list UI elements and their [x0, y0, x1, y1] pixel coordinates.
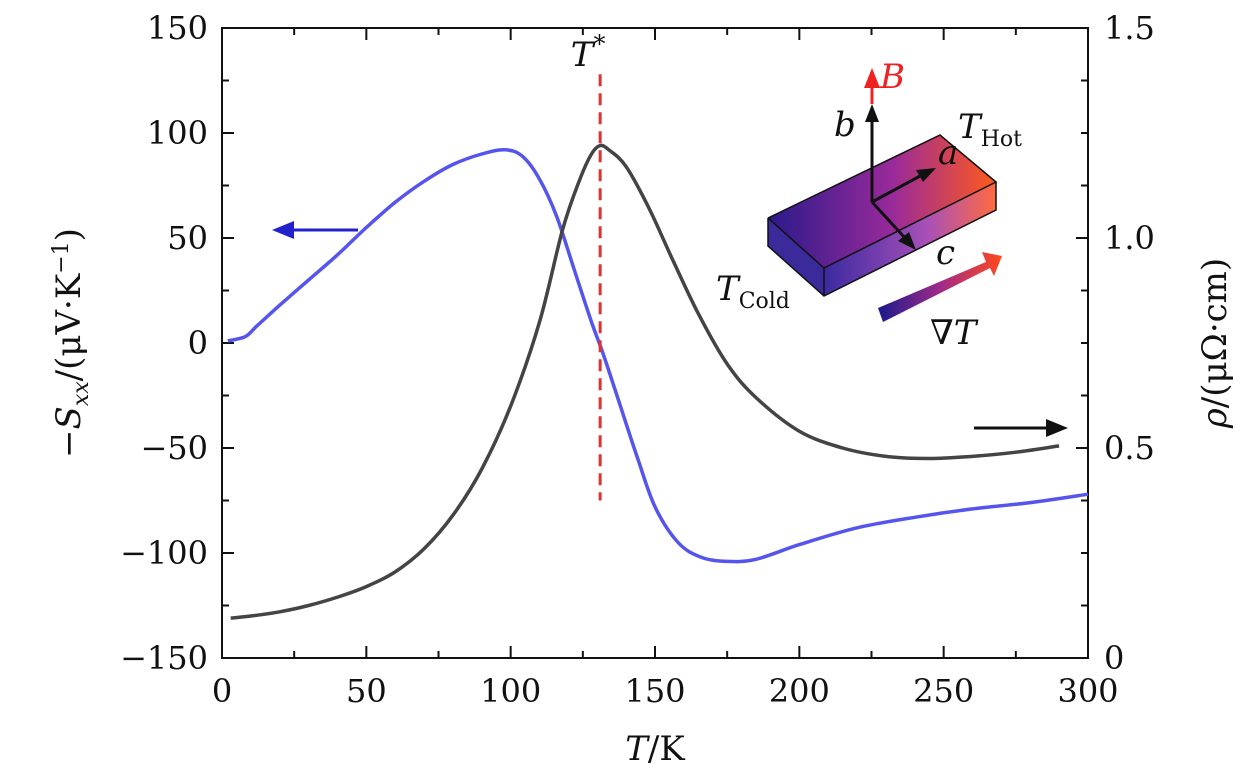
a-axis-arrowhead	[916, 168, 936, 182]
x-tick-label: 200	[769, 672, 830, 710]
y-left-tick-label: −50	[140, 429, 208, 467]
x-tick-label: 50	[346, 672, 387, 710]
y-right-tick-label: 0.5	[1104, 429, 1155, 467]
right-axis-arrow	[974, 419, 1068, 437]
a-axis-label: a	[938, 133, 958, 173]
t-star-label: T*	[571, 30, 606, 75]
y-right-tick-label: 1.0	[1104, 219, 1155, 257]
gradient-label: ∇T	[930, 313, 979, 353]
b-axis-label: b	[834, 105, 856, 145]
temperature-gradient-arrow	[878, 252, 1002, 322]
x-tick-label: 300	[1057, 672, 1118, 710]
y-left-tick-label: 0	[188, 324, 208, 362]
c-axis-label: c	[936, 233, 955, 273]
b-field-arrowhead	[864, 68, 880, 88]
sample-front-face	[768, 218, 824, 296]
x-tick-label: 150	[624, 672, 685, 710]
x-tick-label: 0	[212, 672, 232, 710]
y-left-tick-label: 150	[147, 9, 208, 47]
sample-top-face	[768, 135, 996, 268]
right-axis-title: ρ/(μΩ·cm)	[1195, 258, 1235, 429]
y-left-tick-label: −150	[120, 639, 208, 677]
c-axis-arrowhead	[898, 232, 916, 250]
sample-inset: B b a c THot TCold ∇T	[716, 57, 1022, 353]
x-tick-label: 250	[913, 672, 974, 710]
x-axis-title: T/K	[625, 729, 685, 769]
ticks	[221, 27, 1089, 659]
y-left-tick-label: −100	[120, 534, 208, 572]
b-axis-arrowhead	[865, 104, 879, 122]
left-axis-title: −Sxx/(μV·K−1)	[49, 228, 94, 458]
t-cold-label: TCold	[716, 269, 790, 314]
tick-labels: 0 50 100 150 200 250 300 150 100 50 0 −50 −100 −150 1.…	[120, 9, 1155, 710]
y-right-tick-label: 0	[1104, 639, 1124, 677]
resistivity-curve	[230, 143, 1060, 620]
t-hot-label: THot	[958, 107, 1022, 152]
y-left-tick-label: 100	[147, 114, 208, 152]
x-tick-label: 100	[480, 672, 541, 710]
seebeck-curve	[227, 148, 1089, 564]
y-left-tick-label: 50	[167, 219, 208, 257]
b-field-label: B	[879, 57, 905, 97]
left-axis-arrow	[272, 221, 358, 239]
y-right-tick-label: 1.5	[1104, 9, 1155, 47]
